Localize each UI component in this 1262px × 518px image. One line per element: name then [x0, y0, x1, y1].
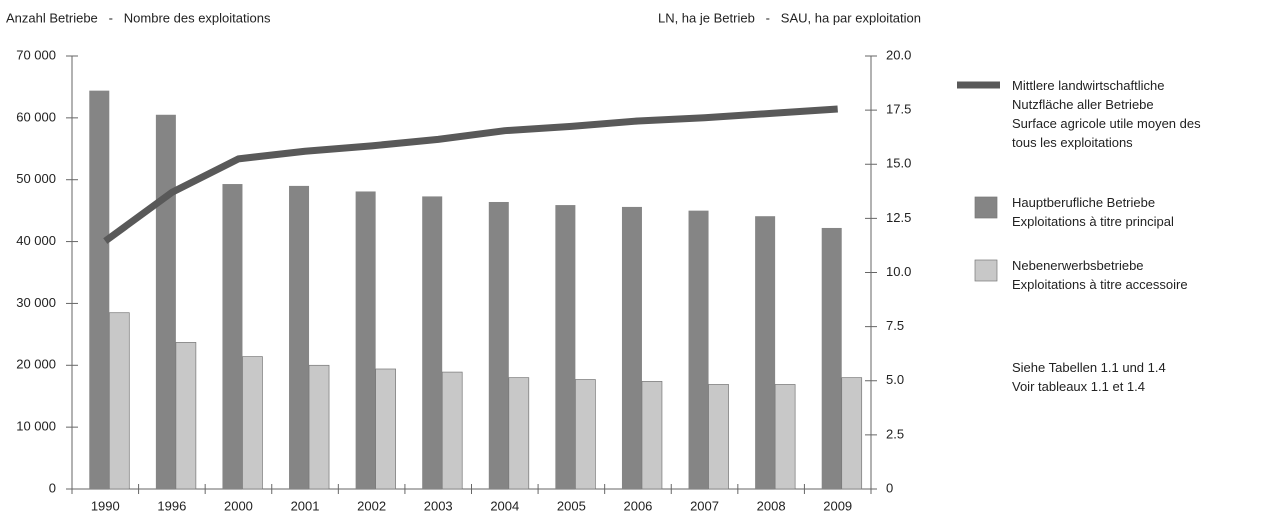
- bar: [89, 90, 110, 489]
- y-tick-label: 30 000: [16, 295, 56, 310]
- y2-tick-label: 17.5: [886, 102, 911, 117]
- bar: [175, 342, 197, 490]
- y2-tick-label: 10.0: [886, 264, 911, 279]
- y-tick-label: 10 000: [16, 419, 56, 434]
- x-tick-label: 1996: [157, 498, 186, 513]
- y-tick-label: 70 000: [16, 47, 56, 62]
- x-tick-label: 2000: [224, 498, 253, 513]
- legend-label: Hauptberufliche Betriebe Exploitations à…: [1012, 195, 1174, 229]
- bar: [355, 191, 376, 489]
- y2-tick-label: 0: [886, 480, 893, 495]
- bar: [441, 371, 463, 490]
- x-tick-label: 2003: [424, 498, 453, 513]
- bar: [755, 216, 776, 489]
- y2-tick-label: 5.0: [886, 372, 904, 387]
- bar: [821, 227, 842, 489]
- bar: [488, 201, 509, 490]
- y2-tick-label: 20.0: [886, 47, 911, 62]
- bar: [841, 377, 863, 490]
- bar: [242, 356, 263, 490]
- y2-tick-label: 7.5: [886, 318, 904, 333]
- x-tick-label: 2002: [357, 498, 386, 513]
- bar: [108, 312, 130, 490]
- y-tick-label: 60 000: [16, 109, 56, 124]
- x-tick-label: 2009: [823, 498, 852, 513]
- bar: [222, 184, 243, 489]
- x-tick-label: 2008: [757, 498, 786, 513]
- bar: [308, 364, 330, 490]
- legend-swatch: [974, 259, 998, 282]
- x-tick-label: 1990: [91, 498, 120, 513]
- bar: [508, 377, 530, 490]
- y-tick-label: 20 000: [16, 357, 56, 372]
- y-tick-label: 50 000: [16, 171, 56, 186]
- annotation: Siehe Tabellen 1.1 und 1.4 Voir tableaux…: [1012, 360, 1166, 394]
- bar: [774, 384, 796, 490]
- line: [103, 105, 838, 244]
- bar: [422, 196, 443, 489]
- y-axis-title: Anzahl Betriebe - Nombre des exploitatio…: [6, 10, 271, 25]
- x-tick-label: 2006: [623, 498, 652, 513]
- y-tick-label: 0: [49, 480, 56, 495]
- bar: [641, 381, 663, 490]
- bar: [621, 206, 642, 489]
- x-tick-label: 2001: [291, 498, 320, 513]
- x-tick-label: 2004: [490, 498, 519, 513]
- bar: [708, 384, 729, 490]
- bar: [555, 205, 576, 489]
- x-tick-label: 2007: [690, 498, 719, 513]
- y2-tick-label: 2.5: [886, 426, 904, 441]
- bar: [155, 114, 176, 489]
- y-tick-label: 40 000: [16, 233, 56, 248]
- bar: [575, 379, 596, 490]
- x-tick-label: 2005: [557, 498, 586, 513]
- y2-axis-title: LN, ha je Betrieb - SAU, ha par exploita…: [658, 10, 921, 25]
- legend-label: Mittlere landwirtschaftliche Nutzfläche …: [1012, 78, 1201, 150]
- legend-label: Nebenerwerbsbetriebe Exploitations à tit…: [1012, 258, 1188, 292]
- bar: [688, 210, 709, 489]
- legend-swatch: [974, 196, 998, 219]
- bar: [289, 185, 310, 489]
- bar: [375, 368, 396, 490]
- y2-tick-label: 15.0: [886, 156, 911, 171]
- y2-tick-label: 12.5: [886, 210, 911, 225]
